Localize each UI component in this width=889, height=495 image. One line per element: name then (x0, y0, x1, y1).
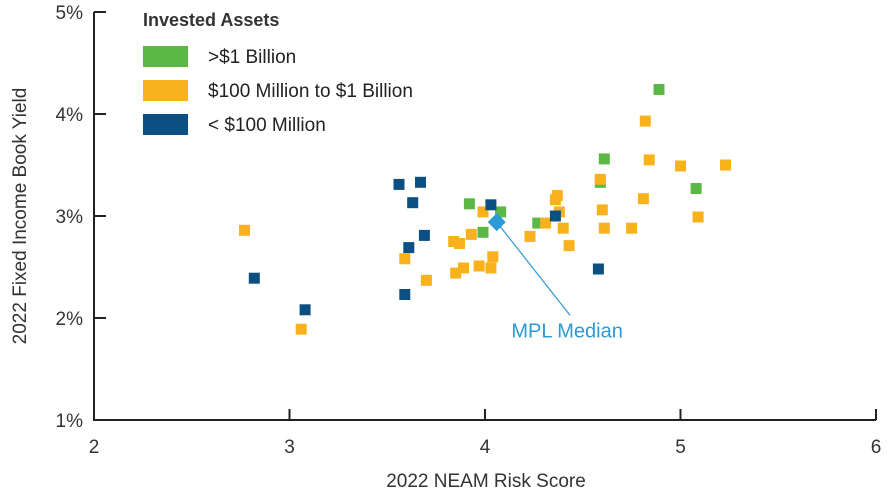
median-marker (487, 213, 506, 232)
axes (93, 12, 876, 421)
legend: Invested Assets >$1 Billion $100 Million … (143, 10, 413, 136)
y-tick-label: 5% (56, 3, 84, 24)
x-tick-label: 4 (480, 437, 491, 458)
data-point-series-1 (637, 193, 649, 205)
data-points (239, 84, 731, 335)
x-tick-label: 5 (675, 437, 686, 458)
y-axis-title: 2022 Fixed Income Book Yield (10, 88, 31, 345)
data-point-series-0 (690, 183, 702, 194)
data-point-series-1 (626, 222, 638, 234)
data-point-series-2 (399, 289, 411, 300)
data-point-series-0 (495, 206, 507, 218)
data-point-series-2 (592, 263, 604, 275)
data-point-series-0 (598, 153, 610, 165)
data-point-series-1 (487, 251, 499, 263)
data-point-series-2 (407, 197, 419, 209)
data-point-series-1 (596, 204, 608, 216)
legend-label: >$1 Billion (208, 47, 296, 68)
data-point-series-1 (477, 206, 489, 218)
y-tick-label: 1% (56, 411, 84, 432)
data-point-series-1 (473, 260, 485, 272)
data-point-series-1 (485, 262, 497, 274)
data-point-series-2 (485, 199, 497, 211)
y-tick-label: 4% (56, 105, 84, 126)
legend-swatch (143, 80, 188, 101)
legend-label: < $100 Million (208, 115, 326, 136)
data-point-series-1 (692, 211, 704, 223)
data-point-series-2 (248, 272, 260, 284)
annotation-label: MPL Median (511, 320, 623, 342)
data-point-series-1 (551, 190, 563, 202)
annotation-layer: MPL Median (487, 213, 623, 342)
y-tick-label: 2% (56, 309, 84, 330)
data-point-series-0 (532, 217, 544, 229)
data-point-series-2 (549, 210, 561, 222)
legend-swatch (143, 114, 188, 135)
data-point-series-1 (675, 160, 686, 172)
data-point-series-2 (415, 176, 426, 188)
data-point-series-1 (524, 230, 536, 242)
data-point-series-1 (465, 228, 477, 240)
data-point-series-0 (653, 84, 665, 95)
legend-swatch (143, 46, 188, 67)
data-point-series-1 (557, 222, 569, 234)
data-point-series-1 (594, 173, 606, 185)
data-point-series-1 (598, 222, 610, 234)
data-point-series-1 (420, 274, 432, 286)
data-point-series-1 (399, 253, 411, 265)
data-point-series-1 (448, 236, 460, 247)
data-point-series-1 (720, 159, 731, 171)
data-point-series-1 (458, 262, 469, 274)
data-point-series-1 (563, 240, 575, 252)
tick-layer: 2 3 4 5 6 1% 2% 3% 4% 5% (56, 3, 882, 458)
x-tick-label: 3 (284, 437, 295, 458)
data-point-series-0 (463, 198, 475, 210)
x-tick-label: 2 (89, 437, 100, 458)
x-tick-label: 6 (871, 437, 882, 458)
legend-label: $100 Million to $1 Billion (208, 81, 413, 102)
data-point-series-2 (393, 178, 405, 190)
data-point-series-1 (239, 224, 250, 236)
data-point-series-1 (454, 238, 466, 249)
data-point-series-2 (418, 229, 430, 241)
data-point-series-1 (643, 154, 655, 166)
annotation-leader-line (496, 221, 571, 316)
x-axis-title: 2022 NEAM Risk Score (386, 471, 586, 492)
data-point-series-1 (639, 115, 651, 127)
legend-title: Invested Assets (143, 10, 279, 30)
data-point-series-1 (540, 217, 552, 229)
data-point-series-2 (299, 304, 311, 316)
y-tick-label: 3% (56, 207, 84, 228)
data-point-series-1 (450, 267, 462, 279)
data-point-series-0 (477, 226, 489, 238)
data-point-series-1 (295, 323, 307, 335)
data-point-series-2 (403, 242, 415, 254)
